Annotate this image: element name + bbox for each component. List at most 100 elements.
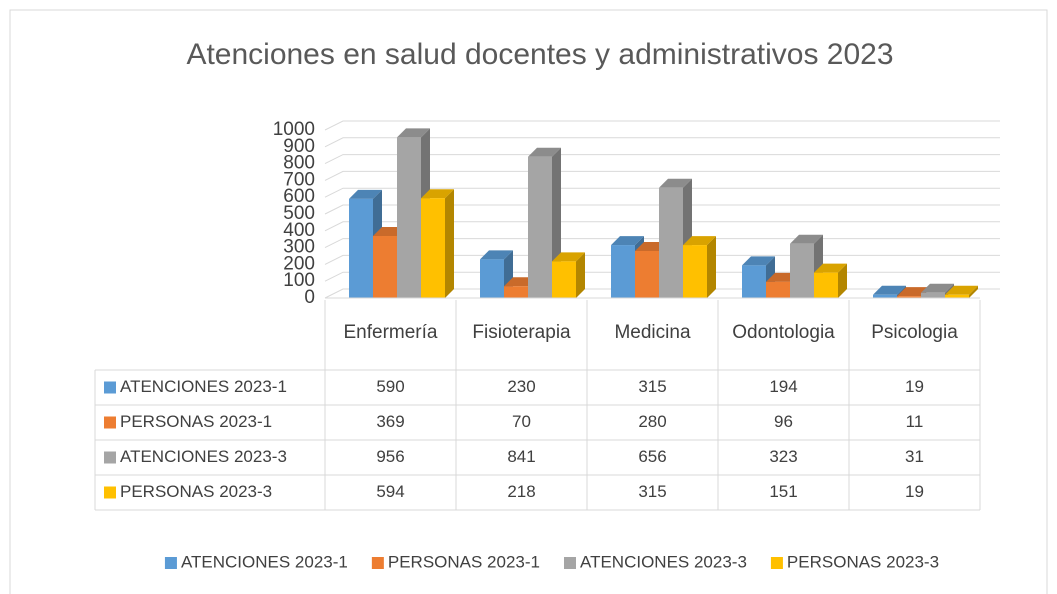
table-row-label: PERSONAS 2023-1 xyxy=(120,412,272,431)
table-cell: 369 xyxy=(376,412,404,431)
bar-front xyxy=(921,292,945,298)
table-legend-key xyxy=(104,486,116,499)
table-row-label: PERSONAS 2023-3 xyxy=(120,482,272,501)
y-tick-label: 300 xyxy=(283,237,315,258)
bar xyxy=(945,285,978,298)
table-cell: 230 xyxy=(507,377,535,396)
bar-side xyxy=(576,252,585,298)
grid-line xyxy=(324,120,1000,131)
table-cell: 151 xyxy=(769,482,797,501)
bar-front xyxy=(611,245,635,298)
x-tick-label: Fisioterapia xyxy=(472,322,571,343)
legend-key xyxy=(564,557,576,569)
bar-side xyxy=(707,236,716,298)
bar-front xyxy=(873,294,897,298)
y-tick-label: 400 xyxy=(283,220,315,241)
bar-front xyxy=(790,243,814,298)
table-row-label: ATENCIONES 2023-1 xyxy=(120,377,287,396)
bar xyxy=(552,252,585,298)
y-tick-label: 600 xyxy=(283,186,315,207)
y-tick-label: 800 xyxy=(283,153,315,174)
bar-front xyxy=(373,236,397,298)
grid-line xyxy=(324,221,1000,232)
bar-front xyxy=(945,294,969,298)
legend-key xyxy=(770,557,783,569)
y-tick-label: 0 xyxy=(304,287,315,308)
bar-front xyxy=(742,265,766,298)
bar xyxy=(814,263,847,298)
table-cell: 841 xyxy=(507,447,535,466)
x-tick-label: Odontologia xyxy=(732,322,835,343)
chart-border xyxy=(9,9,1048,594)
table-cell: 956 xyxy=(376,447,404,466)
bar-top xyxy=(421,189,454,199)
bar xyxy=(421,189,454,298)
bar-top xyxy=(873,285,906,295)
bar-top xyxy=(528,147,561,157)
legend-key xyxy=(371,557,384,569)
table-cell: 323 xyxy=(769,447,797,466)
legend-key xyxy=(164,557,177,569)
bar-top xyxy=(349,189,382,199)
bar-front xyxy=(480,259,504,298)
legend-label: PERSONAS 2023-3 xyxy=(787,552,939,571)
bar-front xyxy=(659,187,683,298)
bar-side xyxy=(969,285,978,298)
table-cell: 280 xyxy=(638,412,666,431)
grid-line xyxy=(324,271,1000,282)
chart-title: Atenciones en salud docentes y administr… xyxy=(186,38,893,71)
grid-line xyxy=(324,170,1000,181)
table-cell: 656 xyxy=(638,447,666,466)
grid-line xyxy=(324,204,1000,215)
table-cell: 19 xyxy=(905,377,924,396)
table-cell: 70 xyxy=(512,412,531,431)
table-row-label: ATENCIONES 2023-3 xyxy=(120,447,287,466)
grid-line xyxy=(324,254,1000,265)
bar-side xyxy=(838,263,847,298)
table-cell: 315 xyxy=(638,482,666,501)
legend-label: ATENCIONES 2023-3 xyxy=(580,552,747,571)
bar-front xyxy=(897,296,921,298)
y-tick-label: 700 xyxy=(283,169,315,190)
table-legend-key xyxy=(104,416,116,429)
bar-front xyxy=(635,250,659,298)
table-cell: 11 xyxy=(906,412,924,431)
table-legend-key xyxy=(104,381,116,394)
bar-top xyxy=(397,128,430,138)
table-cell: 194 xyxy=(769,377,797,396)
bar-top xyxy=(659,178,692,188)
bar-top xyxy=(921,283,954,293)
bar-front xyxy=(814,272,838,298)
table-cell: 594 xyxy=(376,482,404,501)
bar-top xyxy=(683,236,716,246)
bar-top xyxy=(945,285,978,295)
table-cell: 218 xyxy=(507,482,535,501)
bar-top xyxy=(814,263,847,273)
bar-front xyxy=(552,261,576,298)
bar xyxy=(528,147,561,298)
y-tick-label: 900 xyxy=(283,136,315,157)
table-legend-key xyxy=(104,451,116,464)
table-cell: 96 xyxy=(774,412,793,431)
grid-line xyxy=(324,238,1000,249)
bar-top xyxy=(552,252,585,262)
grid-line xyxy=(324,137,1000,148)
bar-front xyxy=(397,137,421,298)
bar-front xyxy=(683,245,707,298)
legend-label: PERSONAS 2023-1 xyxy=(388,552,540,571)
table-cell: 19 xyxy=(905,482,924,501)
bar-top xyxy=(742,256,775,266)
y-tick-label: 500 xyxy=(283,203,315,224)
grid-line xyxy=(324,187,1000,198)
y-tick-label: 1000 xyxy=(273,119,315,140)
legend-label: ATENCIONES 2023-1 xyxy=(181,552,348,571)
bar-front xyxy=(504,286,528,298)
bar-front xyxy=(528,156,552,298)
bar-top xyxy=(790,234,823,244)
bar-top xyxy=(611,236,644,246)
bar-front xyxy=(349,198,373,298)
y-tick-label: 100 xyxy=(283,270,315,291)
x-tick-label: Psicologia xyxy=(871,322,958,343)
x-tick-label: Medicina xyxy=(614,322,690,343)
